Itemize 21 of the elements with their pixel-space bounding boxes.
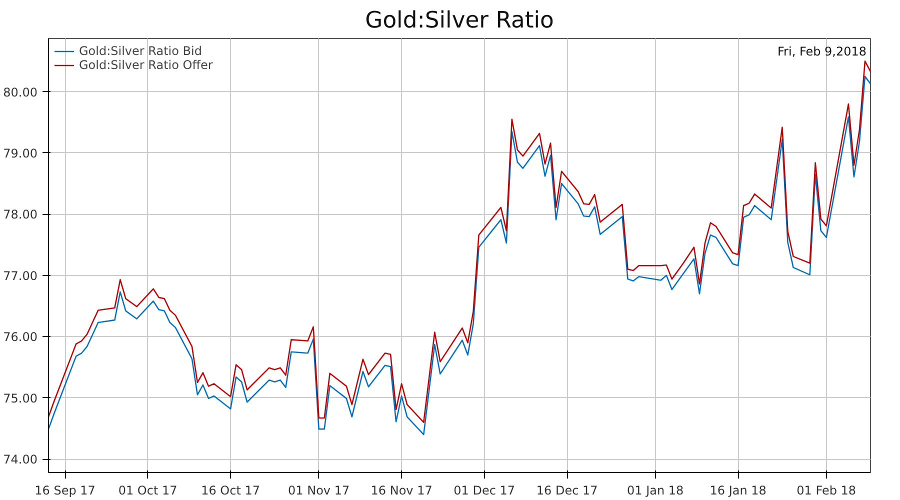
y-tick-label: 75.00: [3, 391, 38, 406]
x-tick-label: 16 Dec 17: [536, 484, 598, 498]
annotation: Fri, Feb 9,2018: [778, 44, 867, 58]
x-tick-label: 16 Nov 17: [370, 484, 432, 498]
chart-title: Gold:Silver Ratio: [365, 8, 554, 34]
y-tick-label: 74.00: [3, 452, 38, 467]
x-tick-label: 01 Feb 18: [796, 484, 856, 498]
x-tick-label: 01 Dec 17: [454, 484, 516, 498]
y-tick-label: 80.00: [3, 85, 38, 100]
legend-label: Gold:Silver Ratio Offer: [79, 58, 213, 72]
x-tick-label: 16 Jan 18: [710, 484, 766, 498]
y-tick-label: 78.00: [3, 208, 38, 222]
y-tick-label: 79.00: [3, 146, 38, 160]
x-tick-label: 16 Sep 17: [34, 484, 96, 498]
y-tick-label: 77.00: [3, 268, 38, 283]
x-tick-label: 01 Nov 17: [288, 484, 350, 498]
x-tick-label: 01 Jan 18: [627, 484, 684, 498]
y-tick-label: 76.00: [3, 330, 38, 344]
x-tick-label: 16 Oct 17: [201, 484, 260, 498]
legend-label: Gold:Silver Ratio Bid: [79, 44, 202, 58]
x-tick-label: 01 Oct 17: [118, 484, 178, 498]
